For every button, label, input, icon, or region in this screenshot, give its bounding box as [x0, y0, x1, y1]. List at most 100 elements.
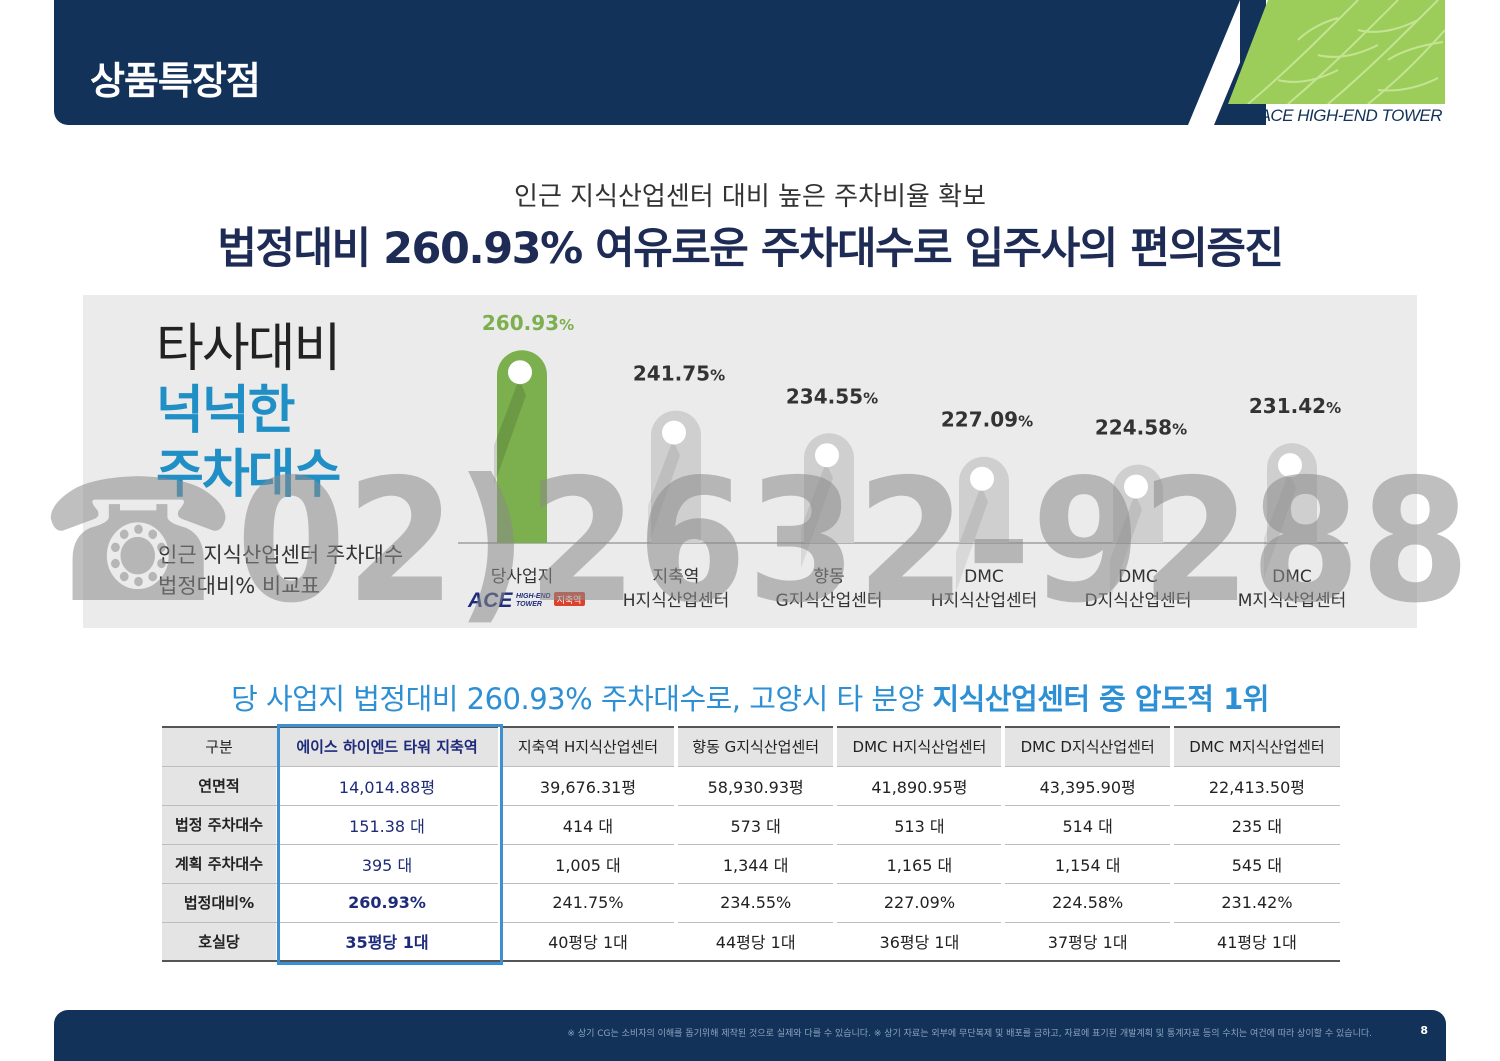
table-cell: 1,165 대	[837, 844, 1002, 884]
chart-value-unit: %	[1326, 399, 1341, 417]
ace-logo-sub: TOWER	[516, 601, 542, 608]
chart-bar-shadow	[494, 379, 526, 486]
parking-ratio-chart: 260.93% 당사업지 241.75% 지축역 H지식산업센터 234.55% 향동 G지식…	[458, 311, 1348, 612]
chart-value-number: 260.93	[482, 311, 559, 335]
table-cell: 14,014.88평	[276, 766, 498, 806]
table-cell: 234.55%	[677, 883, 834, 923]
lead-bold-text: 지식산업센터 중 압도적 1위	[932, 682, 1269, 716]
chart-bar-shadow	[956, 485, 988, 592]
table-cell: 44평당 1대	[677, 922, 834, 962]
table-cell: 1,005 대	[502, 844, 674, 884]
chart-value-number: 224.58	[1095, 416, 1172, 440]
panel-note-line1: 인근 지식산업센터 주차대수	[158, 543, 404, 567]
table-header-cell: 에이스 하이엔드 타워 지축역	[276, 726, 498, 767]
chart-bar-shadow	[801, 462, 833, 569]
chart-category-label: G지식산업센터	[775, 591, 882, 611]
chart-value-label: 260.93%	[482, 311, 574, 335]
table-cell: 37평당 1대	[1005, 922, 1170, 962]
chart-value-unit: %	[1172, 421, 1187, 439]
chart-bar-dot	[1278, 453, 1302, 478]
table-cell: 22,413.50평	[1173, 766, 1340, 806]
chart-value-number: 227.09	[941, 408, 1018, 432]
table-cell: 1,344 대	[677, 844, 834, 884]
brand-logo-text: ACE HIGH-END TOWER	[1259, 106, 1443, 125]
chart-category-label: H지식산업센터	[931, 591, 1038, 611]
table-row: 법정대비% 260.93% 241.75% 234.55% 227.09% 224.58%…	[162, 883, 1340, 923]
chart-bar	[651, 410, 701, 543]
table-header-row: 구분 에이스 하이엔드 타워 지축역 지축역 H지식산업센터 향동 G지식산업센…	[162, 726, 1340, 767]
chart-value-unit: %	[863, 389, 878, 407]
table-row: 법정 주차대수 151.38 대 414 대 573 대 513 대 514 대 235 대	[162, 805, 1340, 845]
chart-value-unit: %	[1018, 413, 1033, 431]
chart-category-label: M지식산업센터	[1238, 591, 1347, 611]
chart-value-unit: %	[710, 367, 725, 385]
chart-value-label: 227.09%	[941, 408, 1033, 432]
chart-value-label: 224.58%	[1095, 416, 1187, 440]
table-header-cell: DMC M지식산업센터	[1173, 726, 1340, 767]
comparison-table: 구분 에이스 하이엔드 타워 지축역 지축역 H지식산업센터 향동 G지식산업센…	[162, 726, 1340, 962]
table-row-header: 법정대비%	[162, 883, 276, 923]
chart-bar-shadow	[648, 439, 680, 546]
chart-value-label: 234.55%	[786, 384, 878, 408]
table-cell: 395 대	[276, 844, 498, 884]
ace-logo-text: ACE	[467, 589, 513, 612]
table-row: 연면적 14,014.88평 39,676.31평 58,930.93평 41,890.…	[162, 766, 1340, 806]
header-bar: 상품특장점	[54, 0, 1266, 125]
subtitle: 인근 지식산업센터 대비 높은 주차비율 확보	[514, 182, 986, 212]
table-cell: 227.09%	[837, 883, 1002, 923]
chart-bar	[497, 350, 547, 543]
chart-category-label: H지식산업센터	[623, 591, 730, 611]
panel-note-line2: 법정대비% 비교표	[158, 574, 320, 598]
chart-svg: 260.93% 당사업지 241.75% 지축역 H지식산업센터 234.55% 향동 G지식…	[458, 311, 1348, 612]
table-cell: 58,930.93평	[677, 766, 834, 806]
chart-category-label: 향동	[813, 567, 844, 587]
header-slant	[1150, 0, 1240, 125]
ace-logo-sub: HIGH-END	[516, 593, 551, 600]
lead-sentence: 당 사업지 법정대비 260.93% 주차대수로, 고양시 타 분양 지식산업센…	[0, 676, 1500, 718]
panel-note: 인근 지식산업센터 주차대수 법정대비% 비교표	[158, 540, 403, 602]
leaf-pattern-image	[1228, 0, 1445, 104]
chart-bar-shadow	[1110, 493, 1142, 600]
table-cell: 41,890.95평	[837, 766, 1002, 806]
chart-bar-shadow	[1264, 472, 1296, 579]
table-cell: 235 대	[1173, 805, 1340, 845]
table-cell: 241.75%	[502, 883, 674, 923]
table-header-cell: 지축역 H지식산업센터	[502, 726, 674, 767]
table-cell: 1,154 대	[1005, 844, 1170, 884]
headline: 법정대비 260.93% 여유로운 주차대수로 입주사의 편의증진	[217, 224, 1284, 274]
table-header-cell: 향동 G지식산업센터	[677, 726, 834, 767]
chart-value-number: 234.55	[786, 384, 863, 408]
chart-value-label: 231.42%	[1249, 394, 1341, 418]
table-header-cell: DMC D지식산업센터	[1005, 726, 1170, 767]
table-cell: 224.58%	[1005, 883, 1170, 923]
panel-title-line3: 주차대수	[156, 445, 341, 505]
chart-bar-dot	[970, 466, 994, 491]
chart-bar-dot	[662, 420, 686, 445]
panel-title-line1: 타사대비	[156, 319, 341, 379]
chart-bar-dot	[1124, 474, 1148, 499]
chart-value-number: 241.75	[633, 362, 710, 386]
table-cell: 36평당 1대	[837, 922, 1002, 962]
footer-disclaimer: ※ 상기 CG는 소비자의 이해를 돕기위해 제작된 것으로 실제와 다를 수 …	[567, 1029, 1372, 1039]
footer-bar: ※ 상기 CG는 소비자의 이해를 돕기위해 제작된 것으로 실제와 다를 수 …	[54, 1010, 1446, 1061]
table-cell: 39,676.31평	[502, 766, 674, 806]
table-cell: 545 대	[1173, 844, 1340, 884]
table-row-header: 계획 주차대수	[162, 844, 276, 884]
table-header-cell: DMC H지식산업센터	[837, 726, 1002, 767]
table-cell: 40평당 1대	[502, 922, 674, 962]
table-row-header: 연면적	[162, 766, 276, 806]
ace-logo-badge-text: 지축역	[557, 595, 582, 606]
panel-title-line2: 넉넉한	[156, 381, 296, 441]
chart-value-number: 231.42	[1249, 394, 1326, 418]
chart-value-unit: %	[559, 316, 574, 334]
chart-category-label: 당사업지	[491, 567, 554, 587]
table-cell: 151.38 대	[276, 805, 498, 845]
ace-logo-badge	[554, 592, 585, 606]
chart-category-label: DMC	[1118, 567, 1158, 587]
table-header-cell: 구분	[162, 726, 276, 767]
chart-category-label: DMC	[964, 567, 1004, 587]
page-title: 상품특장점	[90, 59, 261, 103]
chart-panel	[83, 295, 1417, 628]
table-cell: 514 대	[1005, 805, 1170, 845]
lead-text: 당 사업지 법정대비 260.93% 주차대수로, 고양시 타 분양	[231, 682, 933, 716]
